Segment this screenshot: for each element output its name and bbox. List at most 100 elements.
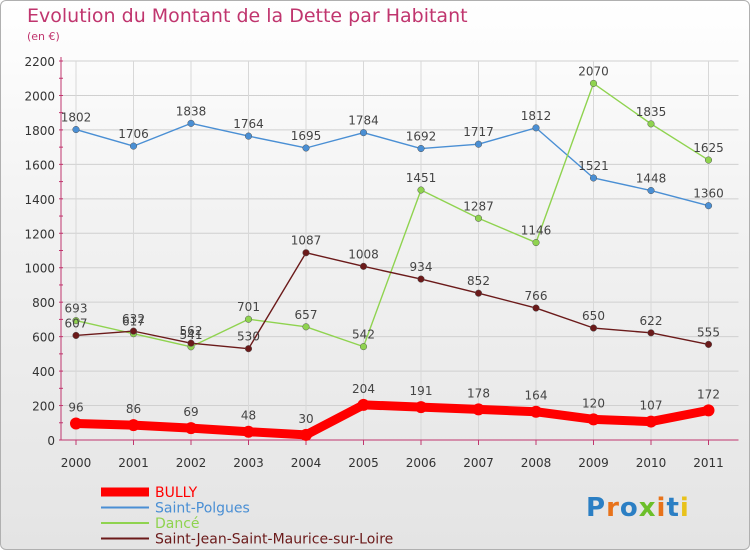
legend-label: Saint-Jean-Saint-Maurice-sur-Loire	[155, 532, 393, 548]
x-tick-label: 2009	[578, 456, 609, 470]
data-point	[72, 126, 80, 134]
logo-letter: r	[606, 493, 620, 523]
x-tick-label: 2005	[348, 456, 379, 470]
logo-letter: t	[666, 493, 680, 523]
data-point	[474, 214, 483, 222]
data-point	[302, 249, 310, 257]
data-point	[359, 262, 368, 270]
data-label: 1838	[176, 104, 207, 118]
data-label: 69	[183, 405, 198, 419]
data-label: 1706	[118, 127, 149, 141]
proxiti-logo: Proxiti	[586, 493, 690, 523]
chart-title: Evolution du Montant de la Dette par Hab…	[27, 5, 468, 27]
data-label: 1521	[578, 159, 609, 173]
data-label: 657	[295, 308, 318, 322]
data-label: 542	[352, 328, 375, 342]
data-point	[302, 323, 310, 331]
y-tick-label: 2200	[24, 55, 55, 69]
data-label: 1717	[463, 125, 494, 139]
data-label: 1287	[463, 199, 494, 213]
x-tick-label: 2007	[463, 456, 494, 470]
data-label: 107	[640, 399, 663, 413]
data-point	[302, 144, 310, 152]
data-label: 1835	[636, 105, 667, 119]
data-label: 30	[298, 412, 313, 426]
data-point	[70, 417, 82, 430]
data-point	[589, 174, 598, 182]
data-point	[474, 289, 483, 297]
y-tick-label: 800	[32, 296, 55, 310]
data-label: 96	[68, 400, 83, 414]
data-point	[359, 343, 368, 351]
legend: BULLYSaint-PolguesDancéSaint-Jean-Saint-…	[101, 485, 393, 548]
data-point	[472, 403, 485, 416]
legend-label: BULLY	[155, 485, 198, 501]
data-label: 1008	[348, 247, 379, 261]
data-label: 530	[237, 330, 260, 344]
data-label: 541	[180, 328, 203, 342]
data-point	[417, 186, 425, 194]
series-line-saint-polgues	[75, 122, 709, 207]
series-line-danc-	[75, 82, 709, 348]
data-point	[129, 327, 138, 335]
y-tick-label: 400	[32, 365, 55, 379]
data-point	[72, 331, 80, 339]
data-point	[532, 239, 540, 247]
x-tick-label: 2000	[61, 456, 92, 470]
data-point	[587, 413, 600, 426]
y-tick-label: 1000	[24, 262, 55, 276]
logo-letter: P	[586, 493, 607, 523]
data-point	[704, 202, 713, 210]
data-label: 172	[697, 387, 720, 401]
data-point	[359, 129, 368, 137]
data-label: 1812	[521, 109, 552, 123]
data-labels: 1802 1706 1838 1764 1695 1784 1692 1717 1812 1521…	[61, 64, 724, 425]
legend-label: Dancé	[155, 516, 200, 532]
data-label: 766	[525, 289, 548, 303]
data-label: 1146	[521, 224, 552, 238]
data-point	[647, 329, 655, 337]
data-label: 934	[410, 260, 433, 274]
y-tick-label: 1800	[24, 124, 55, 138]
data-point	[589, 79, 598, 87]
data-point	[187, 339, 195, 347]
data-point	[187, 119, 195, 127]
legend-label: Saint-Polgues	[155, 501, 250, 517]
data-label: 693	[65, 302, 88, 316]
logo-letter: i	[656, 493, 667, 523]
x-tick-label: 2003	[233, 456, 264, 470]
data-point	[415, 401, 427, 414]
logo-letter: x	[638, 493, 657, 523]
data-label: 701	[237, 300, 260, 314]
y-tick-label: 1600	[24, 158, 55, 172]
data-point	[129, 142, 138, 150]
data-point	[704, 340, 713, 348]
x-tick-label: 2004	[291, 456, 322, 470]
data-label: 650	[582, 309, 605, 323]
series-group	[70, 79, 715, 441]
data-point	[647, 186, 655, 195]
data-label: 1360	[693, 187, 724, 201]
data-label: 48	[241, 409, 256, 423]
data-point	[645, 415, 657, 428]
data-point	[589, 324, 598, 332]
data-label: 622	[640, 314, 663, 328]
data-label: 1764	[233, 117, 264, 131]
data-point	[532, 124, 540, 132]
series-line-bully	[75, 400, 710, 440]
data-label: 1692	[406, 130, 437, 144]
data-label: 120	[582, 396, 605, 410]
axes: 0 200 400 600 800 1000 1200 1400 1600 1800 2000 220…	[24, 55, 739, 470]
data-point	[702, 404, 715, 417]
data-point	[244, 315, 253, 323]
data-point	[647, 120, 655, 128]
data-label: 86	[126, 402, 141, 416]
y-tick-label: 0	[47, 434, 55, 448]
y-tick-label: 600	[32, 331, 55, 345]
data-label: 1784	[348, 114, 379, 128]
data-point	[532, 304, 540, 312]
data-point	[185, 422, 197, 435]
data-point	[474, 140, 483, 148]
